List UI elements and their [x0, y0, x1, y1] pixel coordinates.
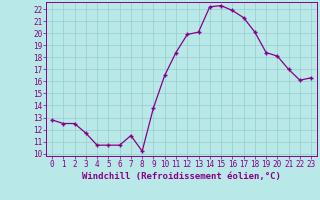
X-axis label: Windchill (Refroidissement éolien,°C): Windchill (Refroidissement éolien,°C): [82, 172, 281, 181]
